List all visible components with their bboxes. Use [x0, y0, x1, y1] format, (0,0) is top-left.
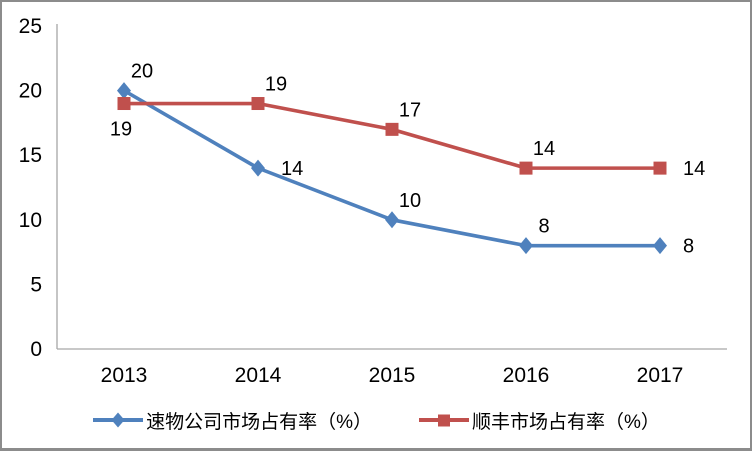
- data-label: 19: [110, 119, 132, 141]
- data-label: 8: [683, 236, 694, 258]
- series-marker-diamond: [519, 237, 533, 255]
- data-label: 14: [281, 158, 303, 180]
- x-tick-label: 2015: [369, 364, 416, 387]
- x-tick-label: 2016: [503, 364, 550, 387]
- chart-legend: 速物公司市场占有率（%） 顺丰市场占有率（%）: [2, 394, 750, 446]
- legend-item-shunfeng: 顺丰市场占有率（%）: [418, 407, 660, 434]
- legend-label-suwu: 速物公司市场占有率（%）: [146, 411, 372, 433]
- series-marker-square: [653, 161, 667, 175]
- y-tick-label: 5: [30, 273, 42, 296]
- legend-square-marker-icon: [419, 414, 469, 427]
- data-label: 19: [265, 74, 287, 96]
- data-label: 10: [399, 190, 421, 212]
- y-tick-label: 20: [19, 80, 42, 103]
- legend-label-shunfeng: 顺丰市场占有率（%）: [472, 411, 660, 433]
- y-tick-label: 10: [19, 209, 42, 232]
- series-marker-diamond: [385, 211, 399, 229]
- series-marker-diamond: [251, 159, 265, 177]
- data-label: 8: [538, 216, 549, 238]
- y-tick-label: 25: [19, 15, 42, 38]
- y-tick-label: 15: [19, 144, 42, 167]
- legend-diamond-marker-icon: [93, 412, 144, 428]
- data-label: 17: [399, 99, 421, 121]
- x-tick-label: 2017: [637, 364, 684, 387]
- plot-area: 0 5 10 15 20 25 2013 2014 2015 2016 2017 20 14 10 8 8 19…: [2, 2, 750, 394]
- series-marker-square: [385, 122, 399, 136]
- x-tick-label: 2014: [235, 364, 282, 387]
- x-tick-label: 2013: [101, 364, 148, 387]
- legend-item-suwu: 速物公司市场占有率（%）: [92, 407, 372, 434]
- series-marker-square: [519, 161, 533, 175]
- series-marker-square: [251, 97, 265, 111]
- data-label: 14: [533, 138, 555, 160]
- series-marker-diamond: [653, 237, 667, 255]
- data-label: 14: [683, 158, 705, 180]
- y-tick-label: 0: [30, 338, 42, 361]
- series-marker-diamond: [117, 82, 131, 100]
- series-marker-square: [117, 97, 131, 111]
- data-label: 20: [131, 61, 153, 83]
